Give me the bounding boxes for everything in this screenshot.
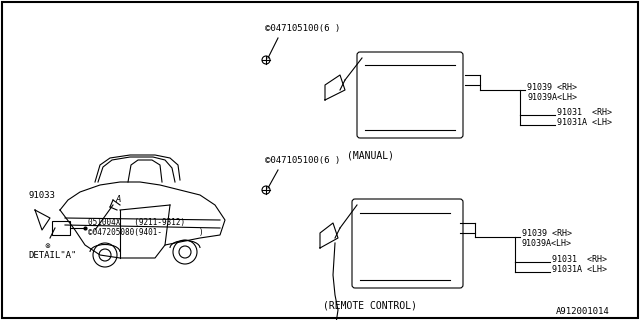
Text: 91031  <RH>: 91031 <RH>: [557, 108, 612, 116]
Text: ©047105100(6 ): ©047105100(6 ): [265, 23, 340, 33]
Text: 91039A<LH>: 91039A<LH>: [527, 92, 577, 101]
Text: A: A: [115, 196, 121, 204]
Text: $\otimes$: $\otimes$: [44, 241, 52, 250]
Text: 91031A <LH>: 91031A <LH>: [557, 117, 612, 126]
Text: 91039A<LH>: 91039A<LH>: [522, 239, 572, 249]
Text: ©047105100(6 ): ©047105100(6 ): [265, 156, 340, 164]
Text: 051004X   (9211-9312): 051004X (9211-9312): [88, 218, 185, 227]
Text: ©047205080(9401-        ): ©047205080(9401- ): [88, 228, 204, 236]
Text: 91039 <RH>: 91039 <RH>: [522, 229, 572, 238]
Text: (REMOTE CONTROL): (REMOTE CONTROL): [323, 300, 417, 310]
Text: A912001014: A912001014: [556, 308, 610, 316]
Text: 91033: 91033: [28, 190, 55, 199]
Text: 91031  <RH>: 91031 <RH>: [552, 254, 607, 263]
Text: (MANUAL): (MANUAL): [346, 150, 394, 160]
Text: 91031A <LH>: 91031A <LH>: [552, 265, 607, 274]
Bar: [52, 221, 70, 235]
Text: DETAIL"A": DETAIL"A": [28, 251, 76, 260]
Text: 91039 <RH>: 91039 <RH>: [527, 83, 577, 92]
